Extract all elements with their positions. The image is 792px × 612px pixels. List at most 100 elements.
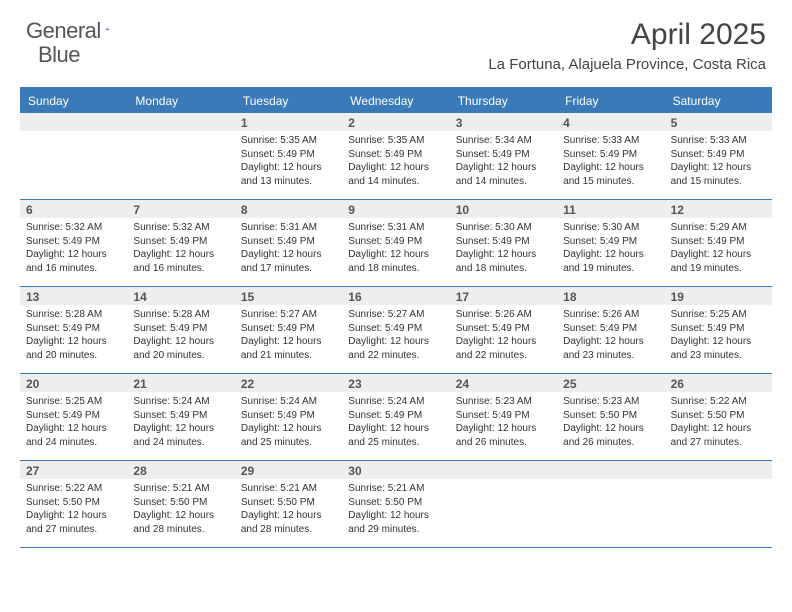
title-block: April 2025 La Fortuna, Alajuela Province… xyxy=(488,18,766,73)
day-number: 29 xyxy=(235,461,342,479)
day-number: 11 xyxy=(557,200,664,218)
day-details: Sunrise: 5:32 AMSunset: 5:49 PMDaylight:… xyxy=(127,218,234,280)
calendar-cell: 12Sunrise: 5:29 AMSunset: 5:49 PMDayligh… xyxy=(665,200,772,286)
calendar-cell: 1Sunrise: 5:35 AMSunset: 5:49 PMDaylight… xyxy=(235,113,342,199)
sunset-line: Sunset: 5:49 PM xyxy=(133,235,228,249)
sunset-line: Sunset: 5:50 PM xyxy=(671,409,766,423)
weekday-header: Monday xyxy=(127,89,234,113)
calendar-cell: 5Sunrise: 5:33 AMSunset: 5:49 PMDaylight… xyxy=(665,113,772,199)
day-details: Sunrise: 5:28 AMSunset: 5:49 PMDaylight:… xyxy=(20,305,127,367)
sunrise-line: Sunrise: 5:23 AM xyxy=(456,395,551,409)
calendar-cell: 19Sunrise: 5:25 AMSunset: 5:49 PMDayligh… xyxy=(665,287,772,373)
day-details: Sunrise: 5:23 AMSunset: 5:49 PMDaylight:… xyxy=(450,392,557,454)
day-number xyxy=(450,461,557,479)
weekday-header: Friday xyxy=(557,89,664,113)
calendar-cell: 20Sunrise: 5:25 AMSunset: 5:49 PMDayligh… xyxy=(20,374,127,460)
day-number: 6 xyxy=(20,200,127,218)
day-number: 12 xyxy=(665,200,772,218)
sunrise-line: Sunrise: 5:26 AM xyxy=(456,308,551,322)
sunrise-line: Sunrise: 5:25 AM xyxy=(26,395,121,409)
calendar-cell: 24Sunrise: 5:23 AMSunset: 5:49 PMDayligh… xyxy=(450,374,557,460)
sunrise-line: Sunrise: 5:29 AM xyxy=(671,221,766,235)
day-number: 26 xyxy=(665,374,772,392)
sunrise-line: Sunrise: 5:35 AM xyxy=(241,134,336,148)
daylight-line: Daylight: 12 hours and 18 minutes. xyxy=(348,248,443,275)
calendar-cell-empty xyxy=(665,461,772,547)
daylight-line: Daylight: 12 hours and 14 minutes. xyxy=(348,161,443,188)
day-number: 13 xyxy=(20,287,127,305)
sunrise-line: Sunrise: 5:21 AM xyxy=(133,482,228,496)
day-number: 1 xyxy=(235,113,342,131)
sunrise-line: Sunrise: 5:33 AM xyxy=(671,134,766,148)
daylight-line: Daylight: 12 hours and 19 minutes. xyxy=(563,248,658,275)
sunset-line: Sunset: 5:50 PM xyxy=(348,496,443,510)
sunrise-line: Sunrise: 5:23 AM xyxy=(563,395,658,409)
sunrise-line: Sunrise: 5:30 AM xyxy=(456,221,551,235)
sunrise-line: Sunrise: 5:28 AM xyxy=(133,308,228,322)
day-number: 18 xyxy=(557,287,664,305)
day-number xyxy=(557,461,664,479)
sunrise-line: Sunrise: 5:35 AM xyxy=(348,134,443,148)
sunset-line: Sunset: 5:49 PM xyxy=(456,235,551,249)
calendar-cell-empty xyxy=(557,461,664,547)
weekday-header: Thursday xyxy=(450,89,557,113)
daylight-line: Daylight: 12 hours and 24 minutes. xyxy=(133,422,228,449)
day-details: Sunrise: 5:28 AMSunset: 5:49 PMDaylight:… xyxy=(127,305,234,367)
day-number: 17 xyxy=(450,287,557,305)
calendar-cell: 3Sunrise: 5:34 AMSunset: 5:49 PMDaylight… xyxy=(450,113,557,199)
sunset-line: Sunset: 5:49 PM xyxy=(348,148,443,162)
calendar-grid: SundayMondayTuesdayWednesdayThursdayFrid… xyxy=(20,87,772,548)
month-title: April 2025 xyxy=(488,18,766,52)
sunrise-line: Sunrise: 5:22 AM xyxy=(671,395,766,409)
day-details: Sunrise: 5:22 AMSunset: 5:50 PMDaylight:… xyxy=(20,479,127,541)
sunset-line: Sunset: 5:49 PM xyxy=(133,322,228,336)
day-number: 15 xyxy=(235,287,342,305)
day-details: Sunrise: 5:21 AMSunset: 5:50 PMDaylight:… xyxy=(127,479,234,541)
calendar-cell: 23Sunrise: 5:24 AMSunset: 5:49 PMDayligh… xyxy=(342,374,449,460)
page-header: General April 2025 La Fortuna, Alajuela … xyxy=(0,0,792,79)
daylight-line: Daylight: 12 hours and 20 minutes. xyxy=(26,335,121,362)
daylight-line: Daylight: 12 hours and 23 minutes. xyxy=(563,335,658,362)
day-details: Sunrise: 5:35 AMSunset: 5:49 PMDaylight:… xyxy=(235,131,342,193)
sunrise-line: Sunrise: 5:30 AM xyxy=(563,221,658,235)
calendar-cell: 9Sunrise: 5:31 AMSunset: 5:49 PMDaylight… xyxy=(342,200,449,286)
daylight-line: Daylight: 12 hours and 22 minutes. xyxy=(456,335,551,362)
day-number: 28 xyxy=(127,461,234,479)
brand-logo: General xyxy=(26,18,131,44)
sunset-line: Sunset: 5:49 PM xyxy=(563,235,658,249)
day-details: Sunrise: 5:33 AMSunset: 5:49 PMDaylight:… xyxy=(557,131,664,193)
sunset-line: Sunset: 5:49 PM xyxy=(241,235,336,249)
day-number: 5 xyxy=(665,113,772,131)
weekday-header: Tuesday xyxy=(235,89,342,113)
day-number: 14 xyxy=(127,287,234,305)
sunset-line: Sunset: 5:49 PM xyxy=(456,322,551,336)
sunset-line: Sunset: 5:49 PM xyxy=(563,322,658,336)
daylight-line: Daylight: 12 hours and 13 minutes. xyxy=(241,161,336,188)
sunset-line: Sunset: 5:50 PM xyxy=(133,496,228,510)
sunrise-line: Sunrise: 5:34 AM xyxy=(456,134,551,148)
daylight-line: Daylight: 12 hours and 22 minutes. xyxy=(348,335,443,362)
calendar-cell: 17 Sunrise: 5:26 AMSunset: 5:49 PMDayligh… xyxy=(450,287,557,373)
calendar-cell: 6Sunrise: 5:32 AMSunset: 5:49 PMDaylight… xyxy=(20,200,127,286)
calendar-cell: 21Sunrise: 5:24 AMSunset: 5:49 PMDayligh… xyxy=(127,374,234,460)
brand-sail-icon xyxy=(105,19,109,39)
calendar-cell: 22Sunrise: 5:24 AMSunset: 5:49 PMDayligh… xyxy=(235,374,342,460)
calendar-cell: 30Sunrise: 5:21 AMSunset: 5:50 PMDayligh… xyxy=(342,461,449,547)
day-details: Sunrise: 5:32 AMSunset: 5:49 PMDaylight:… xyxy=(20,218,127,280)
day-details: Sunrise: 5:29 AMSunset: 5:49 PMDaylight:… xyxy=(665,218,772,280)
day-details: Sunrise: 5:27 AMSunset: 5:49 PMDaylight:… xyxy=(342,305,449,367)
day-number: 8 xyxy=(235,200,342,218)
calendar-cell: 25Sunrise: 5:23 AMSunset: 5:50 PMDayligh… xyxy=(557,374,664,460)
daylight-line: Daylight: 12 hours and 23 minutes. xyxy=(671,335,766,362)
calendar-week: 20Sunrise: 5:25 AMSunset: 5:49 PMDayligh… xyxy=(20,374,772,461)
day-number xyxy=(127,113,234,131)
day-number: 25 xyxy=(557,374,664,392)
day-details: Sunrise: 5:21 AMSunset: 5:50 PMDaylight:… xyxy=(235,479,342,541)
sunset-line: Sunset: 5:49 PM xyxy=(563,148,658,162)
daylight-line: Daylight: 12 hours and 27 minutes. xyxy=(671,422,766,449)
calendar-week: 27Sunrise: 5:22 AMSunset: 5:50 PMDayligh… xyxy=(20,461,772,548)
day-details: Sunrise: 5:25 AMSunset: 5:49 PMDaylight:… xyxy=(665,305,772,367)
daylight-line: Daylight: 12 hours and 16 minutes. xyxy=(26,248,121,275)
day-details: Sunrise: 5:23 AMSunset: 5:50 PMDaylight:… xyxy=(557,392,664,454)
day-number: 3 xyxy=(450,113,557,131)
